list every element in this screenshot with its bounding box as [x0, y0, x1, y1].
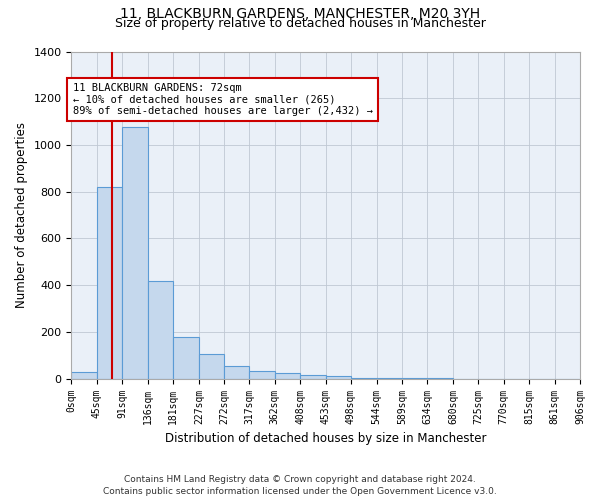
Bar: [173, 336, 199, 378]
Bar: [148, 280, 173, 378]
Bar: [301, 375, 326, 378]
Text: 11, BLACKBURN GARDENS, MANCHESTER, M20 3YH: 11, BLACKBURN GARDENS, MANCHESTER, M20 3…: [120, 6, 480, 20]
Bar: [97, 187, 122, 378]
Y-axis label: Number of detached properties: Number of detached properties: [15, 122, 28, 308]
X-axis label: Distribution of detached houses by size in Manchester: Distribution of detached houses by size …: [165, 432, 487, 445]
Bar: [250, 370, 275, 378]
Text: Size of property relative to detached houses in Manchester: Size of property relative to detached ho…: [115, 18, 485, 30]
Bar: [122, 128, 148, 378]
Bar: [275, 373, 301, 378]
Text: Contains HM Land Registry data © Crown copyright and database right 2024.
Contai: Contains HM Land Registry data © Crown c…: [103, 474, 497, 496]
Bar: [71, 372, 97, 378]
Bar: [199, 354, 224, 378]
Bar: [224, 366, 250, 378]
Text: 11 BLACKBURN GARDENS: 72sqm
← 10% of detached houses are smaller (265)
89% of se: 11 BLACKBURN GARDENS: 72sqm ← 10% of det…: [73, 83, 373, 116]
Bar: [326, 376, 351, 378]
